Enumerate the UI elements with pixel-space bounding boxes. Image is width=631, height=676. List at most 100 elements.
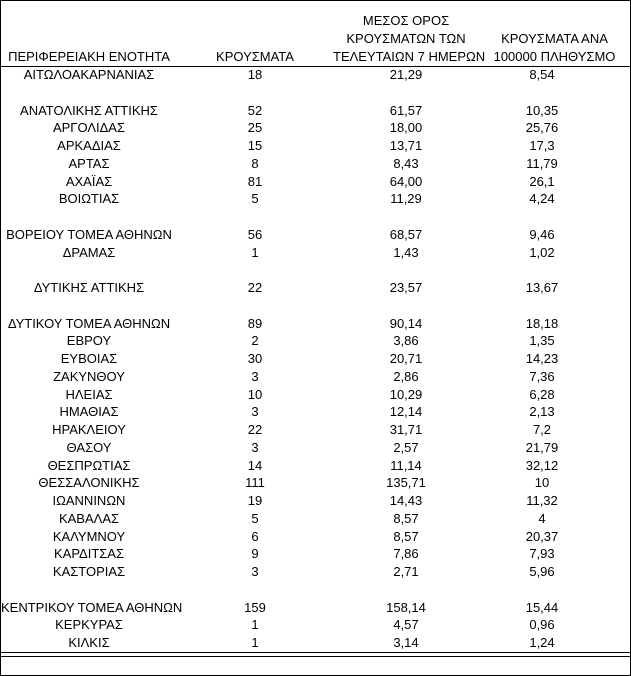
cell-value: 8,43 bbox=[393, 155, 419, 171]
region-name: ΚΙΛΚΙΣ bbox=[68, 635, 110, 650]
column-header: ΚΡΟΥΣΜΑΤΩΝ ΤΩΝ bbox=[346, 31, 466, 46]
cell-value: 19 bbox=[247, 493, 263, 508]
region-name: ΚΕΝΤΡΙΚΟΥ ΤΟΜΕΑ ΑΘΗΝΩΝ bbox=[1, 599, 183, 615]
cell-value: 1,24 bbox=[529, 635, 555, 650]
cell-value: 64,00 bbox=[389, 173, 423, 189]
cell-value: 20,71 bbox=[389, 351, 423, 366]
column-header: ΚΡΟΥΣΜΑΤΑ ΑΝΑ bbox=[501, 31, 608, 46]
cell-value: 3 bbox=[251, 404, 259, 420]
cell-value: 30 bbox=[247, 351, 263, 366]
cell-value: 81 bbox=[247, 173, 263, 189]
region-name: ΔΥΤΙΚΗΣ ΑΤΤΙΚΗΣ bbox=[33, 280, 145, 295]
region-name: ΑΡΚΑΔΙΑΣ bbox=[57, 138, 121, 153]
cell-value: 10,29 bbox=[389, 386, 423, 402]
cell-value: 11,14 bbox=[390, 457, 422, 473]
cell-value: 2,71 bbox=[393, 564, 419, 579]
cell-value: 21,29 bbox=[389, 67, 423, 82]
cell-value: 68,57 bbox=[389, 226, 423, 242]
region-name: ΒΟΡΕΙΟΥ ΤΟΜΕΑ ΑΘΗΝΩΝ bbox=[6, 226, 172, 242]
cell-value: 111 bbox=[245, 475, 265, 491]
column-header: ΜΕΣΟΣ ΟΡΟΣ bbox=[362, 13, 450, 28]
cell-value: 32,12 bbox=[525, 457, 559, 473]
cell-value: 11,29 bbox=[390, 191, 422, 207]
cell-value: 3 bbox=[251, 564, 259, 579]
cell-value: 9 bbox=[251, 546, 259, 562]
cell-value: 52 bbox=[247, 102, 263, 118]
region-name: ΚΕΡΚΥΡΑΣ bbox=[55, 617, 123, 633]
cell-value: 3,14 bbox=[393, 635, 419, 650]
region-name: ΚΑΒΑΛΑΣ bbox=[58, 510, 120, 526]
column-header: ΚΡΟΥΣΜΑΤΑ bbox=[216, 49, 294, 64]
cell-value: 1,35 bbox=[529, 333, 555, 349]
cell-value: 10 bbox=[534, 475, 550, 491]
region-name: ΚΑΣΤΟΡΙΑΣ bbox=[52, 564, 126, 579]
cell-value: 13,71 bbox=[389, 138, 423, 153]
cell-value: 17,3 bbox=[529, 138, 555, 153]
cell-value: 8 bbox=[251, 155, 259, 171]
cell-value: 3 bbox=[251, 368, 259, 384]
cell-value: 18,00 bbox=[389, 120, 423, 136]
cell-value: 89 bbox=[247, 315, 263, 331]
cell-value: 31,71 bbox=[389, 422, 423, 437]
region-name: ΔΡΑΜΑΣ bbox=[62, 244, 116, 260]
region-name: ΚΑΛΥΜΝΟΥ bbox=[52, 528, 126, 544]
region-name: ΘΕΣΣΑΛΟΝΙΚΗΣ bbox=[38, 475, 140, 491]
column-header: 100000 ΠΛΗΘΥΣΜΟ bbox=[493, 49, 616, 64]
cell-value: 6 bbox=[251, 528, 259, 544]
cell-value: 2,13 bbox=[529, 404, 555, 420]
cell-value: 4,24 bbox=[529, 191, 555, 207]
region-name: ΑΝΑΤΟΛΙΚΗΣ ΑΤΤΙΚΗΣ bbox=[20, 102, 158, 118]
cell-value: 1 bbox=[251, 635, 259, 650]
cell-value: 4,57 bbox=[393, 617, 419, 633]
cell-value: 4 bbox=[538, 510, 546, 526]
cell-value: 5 bbox=[251, 510, 259, 526]
cell-value: 1 bbox=[251, 617, 259, 633]
column-header: ΠΕΡΙΦΕΡΕΙΑΚΗ ΕΝΟΤΗΤΑ bbox=[8, 49, 170, 64]
cell-value: 5 bbox=[251, 191, 259, 207]
region-name: ΕΒΡΟΥ bbox=[66, 333, 112, 349]
cell-value: 11,32 bbox=[526, 493, 558, 508]
cell-value: 15 bbox=[247, 138, 263, 153]
cell-value: 8,57 bbox=[393, 510, 419, 526]
cell-value: 20,37 bbox=[525, 528, 559, 544]
cell-value: 26,1 bbox=[529, 173, 555, 189]
cell-value: 14,43 bbox=[389, 493, 423, 508]
cell-value: 15,44 bbox=[525, 599, 559, 615]
cell-value: 90,14 bbox=[389, 315, 423, 331]
cell-value: 22 bbox=[247, 280, 263, 295]
cell-value: 61,57 bbox=[389, 102, 423, 118]
footer-rule bbox=[1, 652, 630, 653]
cell-value: 8,57 bbox=[393, 528, 419, 544]
region-name: ΑΡΓΟΛΙΔΑΣ bbox=[52, 120, 126, 136]
region-name: ΕΥΒΟΙΑΣ bbox=[60, 351, 118, 366]
region-name: ΗΜΑΘΙΑΣ bbox=[59, 404, 119, 420]
cell-value: 25,76 bbox=[525, 120, 559, 136]
cell-value: 159 bbox=[244, 599, 266, 615]
cell-value: 7,36 bbox=[529, 368, 555, 384]
cell-value: 7,86 bbox=[393, 546, 419, 562]
cell-value: 9,46 bbox=[529, 226, 555, 242]
cell-value: 8,54 bbox=[529, 67, 555, 82]
cell-value: 2,57 bbox=[393, 439, 419, 455]
cell-value: 18,18 bbox=[525, 315, 559, 331]
region-name: ΙΩΑΝΝΙΝΩΝ bbox=[52, 493, 126, 508]
region-name: ΚΑΡΔΙΤΣΑΣ bbox=[53, 546, 125, 562]
cell-value: 22 bbox=[247, 422, 263, 437]
region-name: ΘΕΣΠΡΩΤΙΑΣ bbox=[47, 457, 131, 473]
cell-value: 2 bbox=[251, 333, 259, 349]
region-name: ΑΙΤΩΛΟΑΚΑΡΝΑΝΙΑΣ bbox=[23, 67, 155, 82]
cell-value: 1,43 bbox=[393, 244, 419, 260]
region-name: ΔΥΤΙΚΟΥ ΤΟΜΕΑ ΑΘΗΝΩΝ bbox=[7, 315, 171, 331]
cell-value: 56 bbox=[247, 226, 263, 242]
cell-value: 13,67 bbox=[525, 280, 559, 295]
cell-value: 12,14 bbox=[389, 404, 423, 420]
header-rule bbox=[1, 66, 630, 67]
region-name: ΒΟΙΩΤΙΑΣ bbox=[58, 191, 120, 207]
cell-value: 14 bbox=[247, 457, 263, 473]
region-name: ΑΧΑΪΑΣ bbox=[65, 173, 113, 189]
cell-value: 1,02 bbox=[529, 244, 555, 260]
cell-value: 18 bbox=[247, 67, 263, 82]
cell-value: 2,86 bbox=[393, 368, 419, 384]
cell-value: 1 bbox=[251, 244, 259, 260]
